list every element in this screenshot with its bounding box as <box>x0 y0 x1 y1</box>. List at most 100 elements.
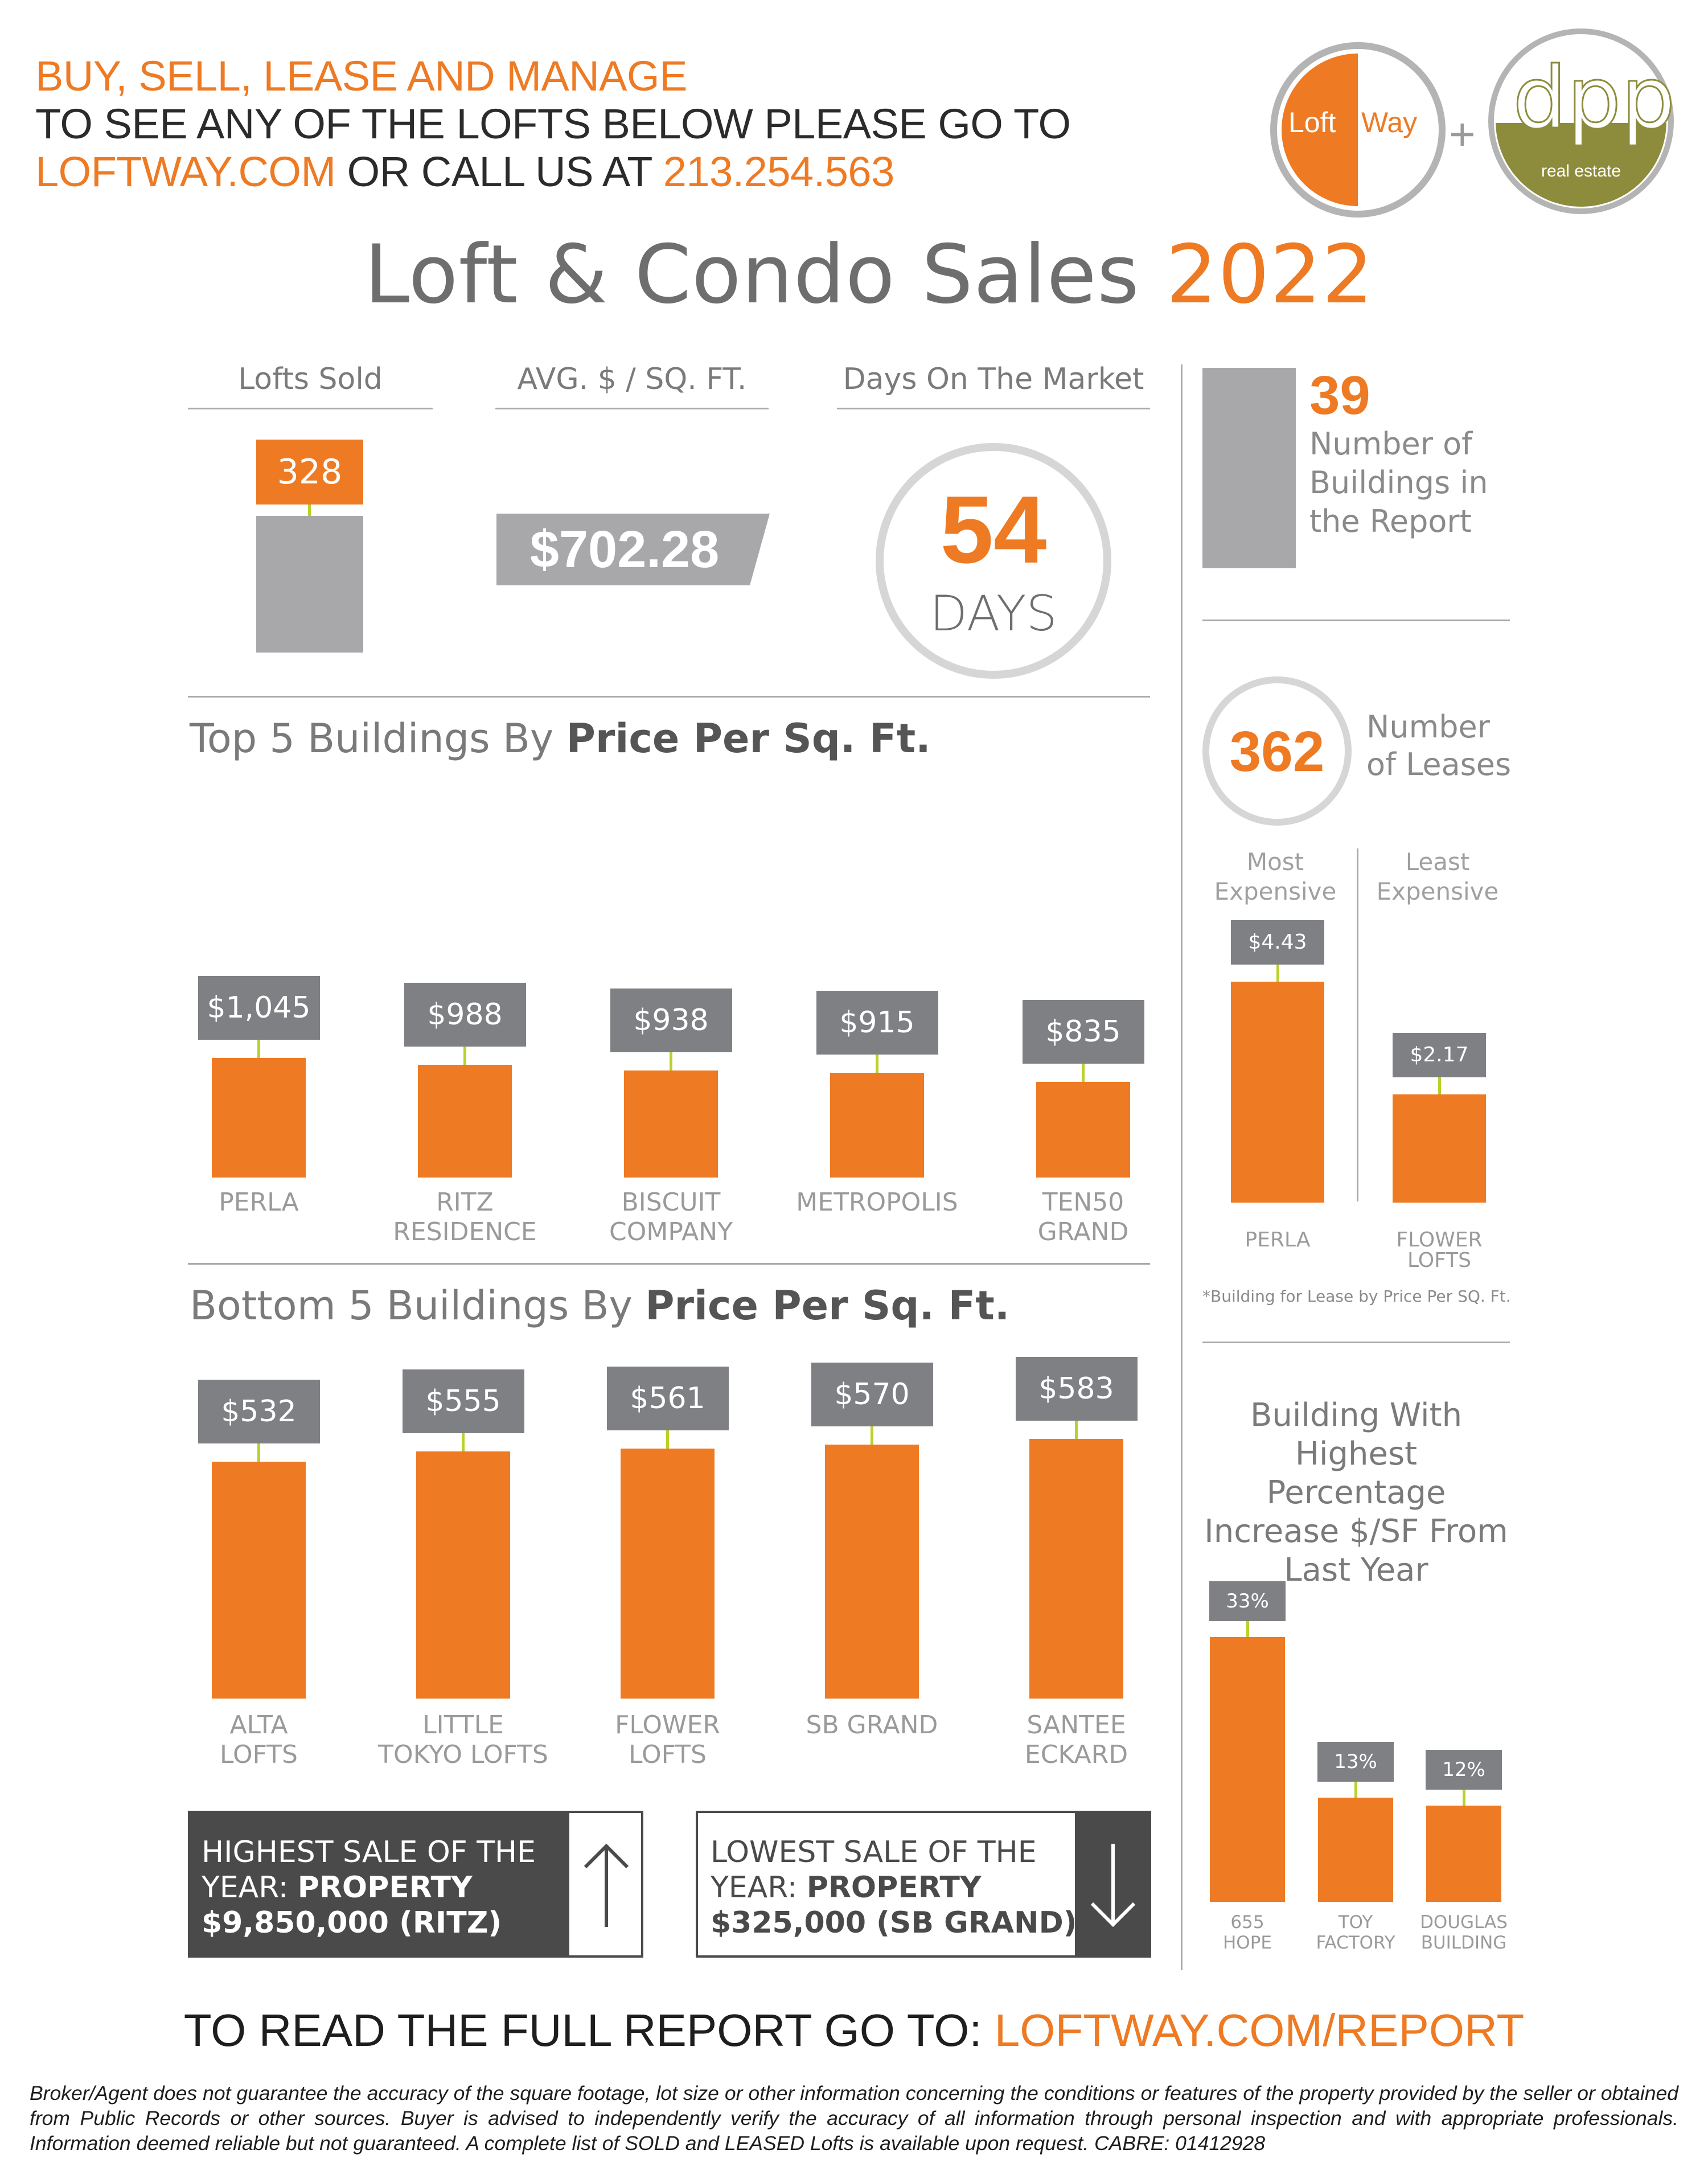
increase-label-connector <box>1354 1782 1357 1798</box>
highest-sale-value: $9,850,000 (RITZ) <box>202 1906 502 1940</box>
lease-footnote: *Building for Lease by Price Per SQ. Ft. <box>1202 1287 1511 1306</box>
leases-label: Number of Leases <box>1366 709 1512 782</box>
bottom5-bar <box>621 1449 715 1699</box>
top5-bar <box>624 1070 718 1178</box>
top5-category-label: TEN50 GRAND <box>1037 1188 1129 1246</box>
lofts-sold-value: 328 <box>256 440 363 504</box>
lowest-sale-line2: YEAR: PROPERTY <box>711 1870 1077 1905</box>
bottom5-category-label: SB GRAND <box>806 1711 938 1740</box>
highest-sale-line2-plain: YEAR: <box>202 1871 298 1905</box>
top5-bar <box>418 1065 512 1178</box>
lowest-sale-line2-plain: YEAR: <box>711 1871 807 1905</box>
buildings-count: 39 <box>1309 365 1370 426</box>
days-on-market-label: Days On The Market <box>843 362 1144 396</box>
bottom5-bar <box>212 1462 306 1699</box>
page-title: Loft & Condo Sales 2022 <box>364 228 1374 322</box>
bottom5-label-connector <box>257 1443 260 1462</box>
increase-category-label: 655 HOPE <box>1223 1912 1272 1953</box>
top5-category-label: BISCUIT COMPANY <box>609 1188 733 1246</box>
logo-plus: + <box>1449 109 1476 159</box>
top5-value-label: $915 <box>816 991 938 1055</box>
increase-value-label: 13% <box>1317 1742 1394 1782</box>
top5-label-connector <box>257 1040 260 1058</box>
highest-sale-line2-bold: PROPERTY <box>297 1871 473 1905</box>
days-on-market-value: 54 <box>940 476 1047 583</box>
top5-bar <box>212 1058 306 1178</box>
leases-circle: 362 <box>1202 676 1352 826</box>
bottom5-bar <box>416 1451 510 1699</box>
increase-bar <box>1318 1798 1393 1902</box>
bottom5-category-label: FLOWER LOFTS <box>615 1711 720 1769</box>
bottom5-category-label: LITTLE TOKYO LOFTS <box>378 1711 548 1769</box>
top5-category-label: RITZ RESIDENCE <box>393 1188 537 1246</box>
bottom5-value-label: $561 <box>606 1367 729 1430</box>
lowest-sale-box: LOWEST SALE OF THE YEAR: PROPERTY $325,0… <box>696 1811 1151 1958</box>
phone-link[interactable]: 213.254.563 <box>663 148 895 195</box>
top5-value-label: $1,045 <box>198 976 320 1040</box>
bottom5-title-bold: Price Per Sq. Ft. <box>645 1282 1010 1329</box>
lease-category-label: PERLA <box>1245 1228 1311 1252</box>
website-link[interactable]: LOFTWAY.COM <box>35 148 336 195</box>
divider <box>1202 1342 1510 1343</box>
lease-label-connector <box>1438 1077 1441 1094</box>
arrow-up-icon <box>584 1843 629 1927</box>
top5-title: Top 5 Buildings By Price Per Sq. Ft. <box>190 715 931 762</box>
header-tagline: BUY, SELL, LEASE AND MANAGE <box>35 52 687 100</box>
lowest-sale-line1: LOWEST SALE OF THE <box>711 1835 1037 1869</box>
loftway-logo-way: Way <box>1361 106 1418 138</box>
up-arrow-panel <box>567 1811 643 1958</box>
increase-label-connector <box>1462 1790 1465 1806</box>
bottom5-label-connector <box>1075 1421 1078 1439</box>
report-link[interactable]: LOFTWAY.COM/REPORT <box>994 2005 1525 2056</box>
report-cta-text: TO READ THE FULL REPORT GO TO: <box>183 2005 995 2056</box>
lowest-sale-text: LOWEST SALE OF THE YEAR: PROPERTY $325,0… <box>711 1835 1077 1941</box>
top5-category-label: PERLA <box>219 1188 299 1217</box>
divider <box>837 408 1150 409</box>
lease-bar <box>1393 1094 1486 1203</box>
top5-bar <box>830 1073 924 1178</box>
top5-label-connector <box>670 1052 672 1070</box>
avg-price-label: AVG. $ / SQ. FT. <box>517 362 747 396</box>
lease-value-label: $4.43 <box>1231 920 1324 965</box>
highest-sale-line2: YEAR: PROPERTY <box>202 1870 536 1905</box>
buildings-bar <box>1202 368 1296 568</box>
top5-value-label: $835 <box>1022 1000 1144 1064</box>
top5-title-bold: Price Per Sq. Ft. <box>566 715 931 762</box>
loftway-logo: Loft Way <box>1267 39 1449 221</box>
top5-category-label: METROPOLIS <box>796 1188 958 1217</box>
increase-value-label: 33% <box>1209 1581 1286 1621</box>
bottom5-title-text: Bottom 5 Buildings By <box>190 1282 646 1329</box>
top5-title-text: Top 5 Buildings By <box>190 715 566 762</box>
increase-bar <box>1210 1637 1285 1902</box>
bottom5-value-label: $555 <box>402 1369 524 1433</box>
divider <box>188 408 433 409</box>
increase-label-connector <box>1246 1621 1249 1637</box>
bottom5-label-connector <box>462 1433 465 1451</box>
page-title-year: 2022 <box>1165 228 1374 322</box>
divider <box>1202 620 1510 621</box>
dpp-logo-text: dpp <box>1512 49 1677 148</box>
bottom5-label-connector <box>666 1430 669 1449</box>
highest-sale-line1: HIGHEST SALE OF THE <box>202 1835 536 1869</box>
header-contact: LOFTWAY.COM OR CALL US AT 213.254.563 <box>35 148 894 196</box>
most-expensive-label: Most Expensive <box>1214 848 1337 905</box>
down-arrow-panel <box>1075 1811 1151 1958</box>
increase-value-label: 12% <box>1426 1750 1502 1790</box>
loftway-logo-loft: Loft <box>1288 106 1336 138</box>
dpp-logo-subtext: real estate <box>1541 162 1621 181</box>
top5-value-label: $938 <box>610 988 732 1052</box>
highest-sale-text: HIGHEST SALE OF THE YEAR: PROPERTY $9,85… <box>202 1835 536 1941</box>
bottom5-value-label: $532 <box>198 1380 320 1443</box>
bottom5-value-label: $583 <box>1015 1357 1138 1421</box>
header-contact-text: OR CALL US AT <box>335 148 663 195</box>
avg-price-banner: $702.28 <box>496 514 770 585</box>
lease-value-label: $2.17 <box>1393 1033 1486 1077</box>
lofts-sold-bar <box>256 516 363 653</box>
lease-bar <box>1231 982 1324 1203</box>
arrow-down-icon <box>1090 1844 1136 1927</box>
lowest-sale-line2-bold: PROPERTY <box>806 1871 982 1905</box>
disclaimer: Broker/Agent does not guarantee the accu… <box>30 2082 1678 2155</box>
column-divider <box>1181 364 1183 1970</box>
divider <box>188 696 1150 698</box>
bottom5-category-label: SANTEE ECKARD <box>1024 1711 1128 1769</box>
